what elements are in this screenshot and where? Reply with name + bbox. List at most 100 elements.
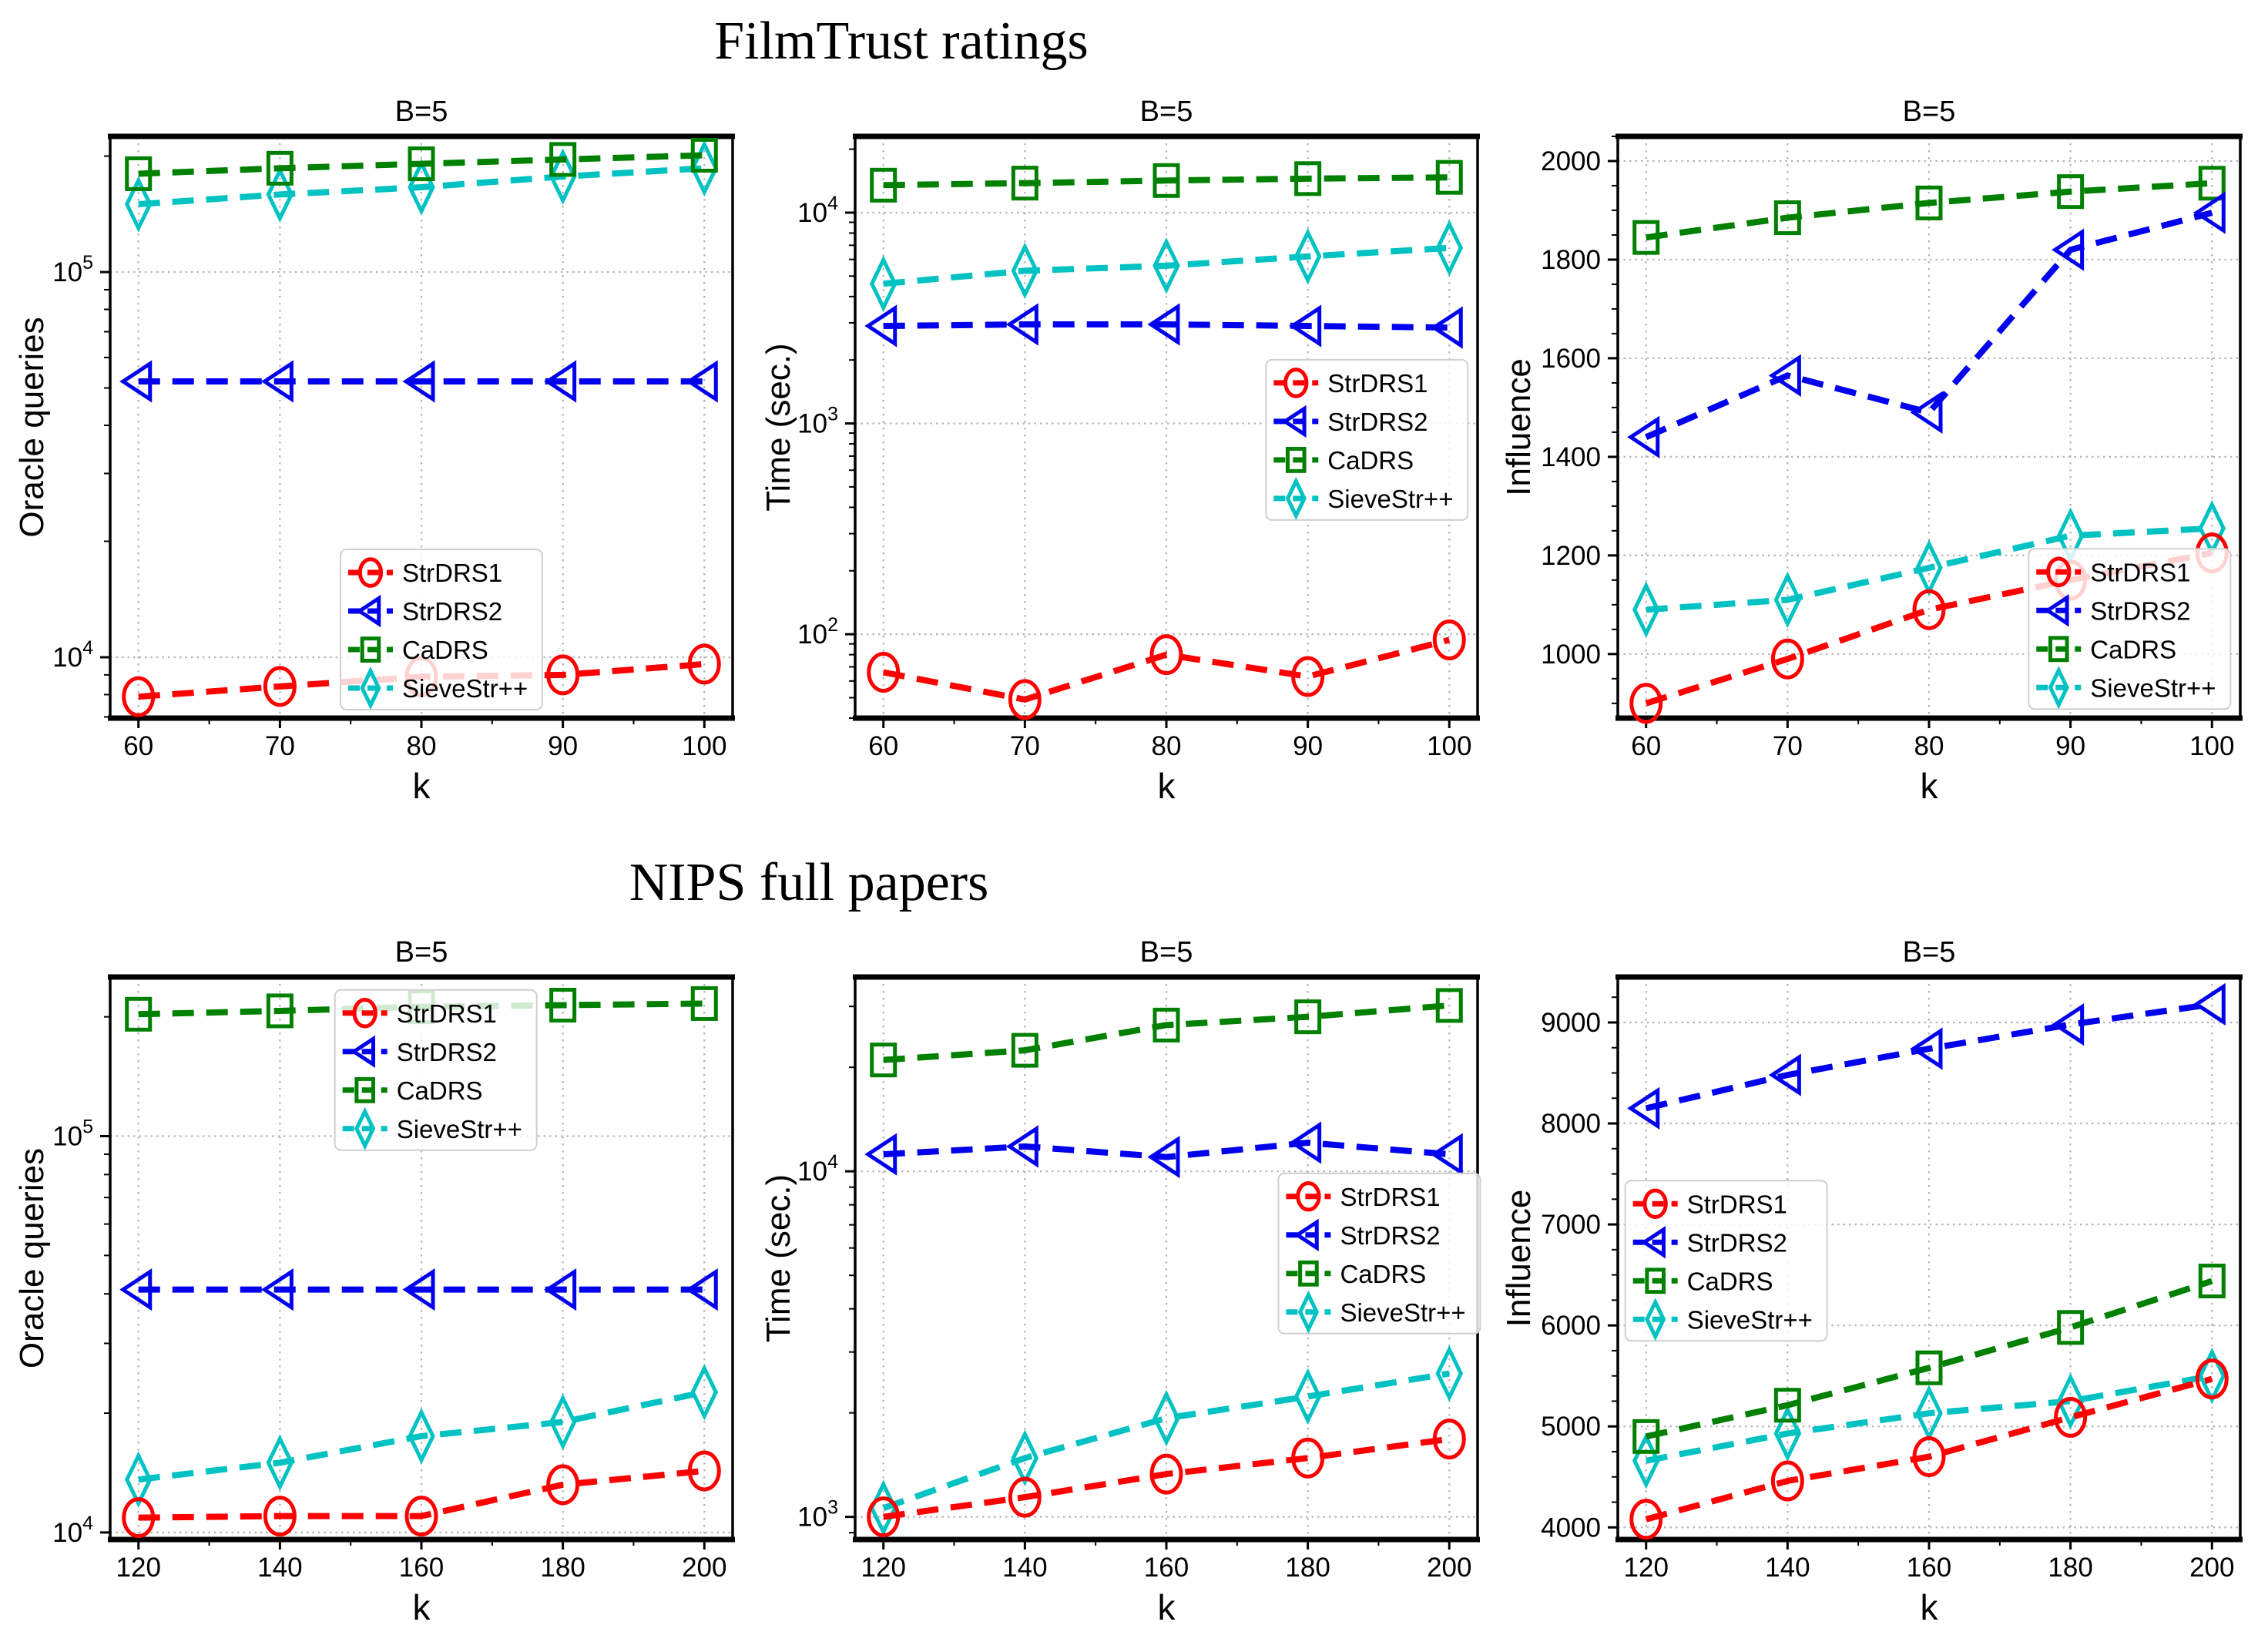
svg-text:180: 180	[540, 1553, 585, 1583]
svg-text:140: 140	[1002, 1553, 1047, 1583]
svg-text:120: 120	[116, 1553, 161, 1583]
svg-text:7000: 7000	[1541, 1210, 1601, 1240]
svg-text:104: 104	[52, 637, 93, 673]
svg-text:103: 103	[797, 404, 838, 439]
svg-text:6000: 6000	[1541, 1311, 1601, 1341]
figure-title-nips: NIPS full papers	[629, 853, 989, 912]
svg-text:B=5: B=5	[1140, 936, 1193, 969]
svg-text:StrDRS2: StrDRS2	[2090, 596, 2190, 625]
svg-text:200: 200	[1427, 1553, 1471, 1583]
svg-text:5000: 5000	[1541, 1412, 1601, 1442]
svg-text:200: 200	[682, 1553, 726, 1583]
svg-text:CaDRS: CaDRS	[1327, 446, 1414, 475]
svg-text:B=5: B=5	[1903, 936, 1956, 969]
svg-text:9000: 9000	[1541, 1008, 1601, 1038]
svg-text:CaDRS: CaDRS	[1340, 1260, 1426, 1288]
svg-text:104: 104	[797, 193, 838, 228]
svg-text:StrDRS1: StrDRS1	[402, 559, 502, 587]
svg-text:SieveStr++: SieveStr++	[402, 674, 528, 703]
svg-text:120: 120	[861, 1553, 906, 1583]
svg-text:StrDRS2: StrDRS2	[1327, 408, 1428, 436]
svg-text:160: 160	[1907, 1553, 1951, 1583]
svg-text:k: k	[413, 1587, 431, 1627]
svg-text:k: k	[413, 766, 431, 806]
svg-text:160: 160	[399, 1553, 444, 1583]
svg-text:70: 70	[1773, 731, 1803, 761]
svg-text:B=5: B=5	[1903, 96, 1956, 128]
svg-text:120: 120	[1624, 1553, 1669, 1583]
svg-text:Influence: Influence	[1500, 1190, 1538, 1328]
svg-text:SieveStr++: SieveStr++	[1327, 485, 1453, 513]
svg-text:B=5: B=5	[395, 96, 448, 128]
svg-text:104: 104	[797, 1151, 838, 1187]
svg-text:140: 140	[257, 1553, 302, 1583]
svg-text:SieveStr++: SieveStr++	[397, 1115, 522, 1143]
svg-text:80: 80	[407, 731, 437, 761]
svg-text:100: 100	[2189, 731, 2234, 761]
svg-text:60: 60	[868, 731, 898, 761]
svg-text:k: k	[1921, 1587, 1939, 1627]
svg-text:104: 104	[52, 1513, 93, 1548]
svg-text:B=5: B=5	[395, 936, 448, 969]
svg-text:1200: 1200	[1541, 541, 1601, 571]
chart-filmtrust-influence: 1000 1200 1400 1600 1800 2000 60 70 80 90 100 StrDR…	[1500, 96, 2243, 806]
svg-text:Influence: Influence	[1500, 358, 1538, 496]
svg-text:8000: 8000	[1541, 1109, 1601, 1139]
svg-text:StrDRS2: StrDRS2	[1687, 1228, 1787, 1257]
svg-text:2000: 2000	[1541, 146, 1601, 176]
svg-text:90: 90	[548, 731, 578, 761]
chart-filmtrust-oracle-queries: 104 105 60 70 80 90 100 StrDRS1 StrDRS2 CaDRS Siev…	[13, 96, 735, 806]
svg-text:60: 60	[1631, 731, 1661, 761]
svg-text:105: 105	[52, 252, 93, 287]
svg-text:90: 90	[1293, 731, 1323, 761]
svg-text:StrDRS1: StrDRS1	[1340, 1183, 1440, 1211]
svg-text:CaDRS: CaDRS	[397, 1076, 483, 1105]
svg-text:StrDRS2: StrDRS2	[397, 1038, 497, 1066]
svg-text:1600: 1600	[1541, 344, 1601, 374]
svg-text:180: 180	[2048, 1553, 2092, 1583]
svg-text:90: 90	[2055, 731, 2085, 761]
svg-text:102: 102	[797, 614, 838, 650]
svg-text:80: 80	[1914, 731, 1944, 761]
svg-text:70: 70	[1010, 731, 1040, 761]
svg-text:140: 140	[1765, 1553, 1810, 1583]
svg-text:100: 100	[1427, 731, 1471, 761]
svg-text:B=5: B=5	[1140, 96, 1193, 128]
svg-text:StrDRS2: StrDRS2	[402, 597, 502, 626]
svg-text:200: 200	[2189, 1553, 2234, 1583]
svg-text:k: k	[1158, 766, 1176, 806]
svg-text:4000: 4000	[1541, 1513, 1601, 1543]
svg-text:105: 105	[52, 1116, 93, 1151]
chart-filmtrust-time: 102 103 104 60 70 80 90 100 StrDRS1 StrDRS2 CaDRS S…	[760, 96, 1480, 806]
svg-text:CaDRS: CaDRS	[2090, 635, 2176, 663]
svg-text:100: 100	[682, 731, 726, 761]
svg-text:StrDRS1: StrDRS1	[2090, 558, 2190, 586]
svg-text:Time (sec.): Time (sec.)	[760, 343, 797, 511]
chart-nips-oracle-queries: 104 105 120 140 160 180 200 StrDRS1 StrDRS2 CaDRS…	[13, 936, 735, 1627]
svg-text:Oracle queries: Oracle queries	[13, 317, 51, 537]
svg-text:Oracle queries: Oracle queries	[13, 1148, 51, 1368]
svg-text:70: 70	[265, 731, 295, 761]
svg-text:StrDRS1: StrDRS1	[1687, 1190, 1787, 1218]
svg-text:Time (sec.): Time (sec.)	[760, 1174, 797, 1342]
svg-text:StrDRS2: StrDRS2	[1340, 1221, 1440, 1250]
svg-text:k: k	[1921, 766, 1939, 806]
chart-nips-time: 103 104 120 140 160 180 200 StrDRS1 StrDRS2 CaDRS…	[760, 936, 1481, 1627]
svg-text:103: 103	[797, 1497, 838, 1533]
svg-text:160: 160	[1144, 1553, 1189, 1583]
chart-nips-influence: 4000 5000 6000 7000 8000 9000 120 140 160 180 200 S…	[1500, 936, 2243, 1627]
svg-text:StrDRS1: StrDRS1	[397, 999, 497, 1028]
svg-text:SieveStr++: SieveStr++	[1340, 1298, 1465, 1327]
svg-text:CaDRS: CaDRS	[402, 636, 488, 664]
svg-text:180: 180	[1285, 1553, 1330, 1583]
svg-text:SieveStr++: SieveStr++	[1687, 1305, 1813, 1334]
svg-text:1000: 1000	[1541, 640, 1601, 670]
svg-text:1400: 1400	[1541, 442, 1601, 472]
svg-text:60: 60	[123, 731, 153, 761]
svg-text:SieveStr++: SieveStr++	[2090, 673, 2216, 702]
svg-text:1800: 1800	[1541, 245, 1601, 275]
svg-text:CaDRS: CaDRS	[1687, 1267, 1773, 1295]
figure-title-filmtrust: FilmTrust ratings	[714, 12, 1089, 71]
svg-text:80: 80	[1152, 731, 1182, 761]
svg-text:k: k	[1158, 1587, 1176, 1627]
